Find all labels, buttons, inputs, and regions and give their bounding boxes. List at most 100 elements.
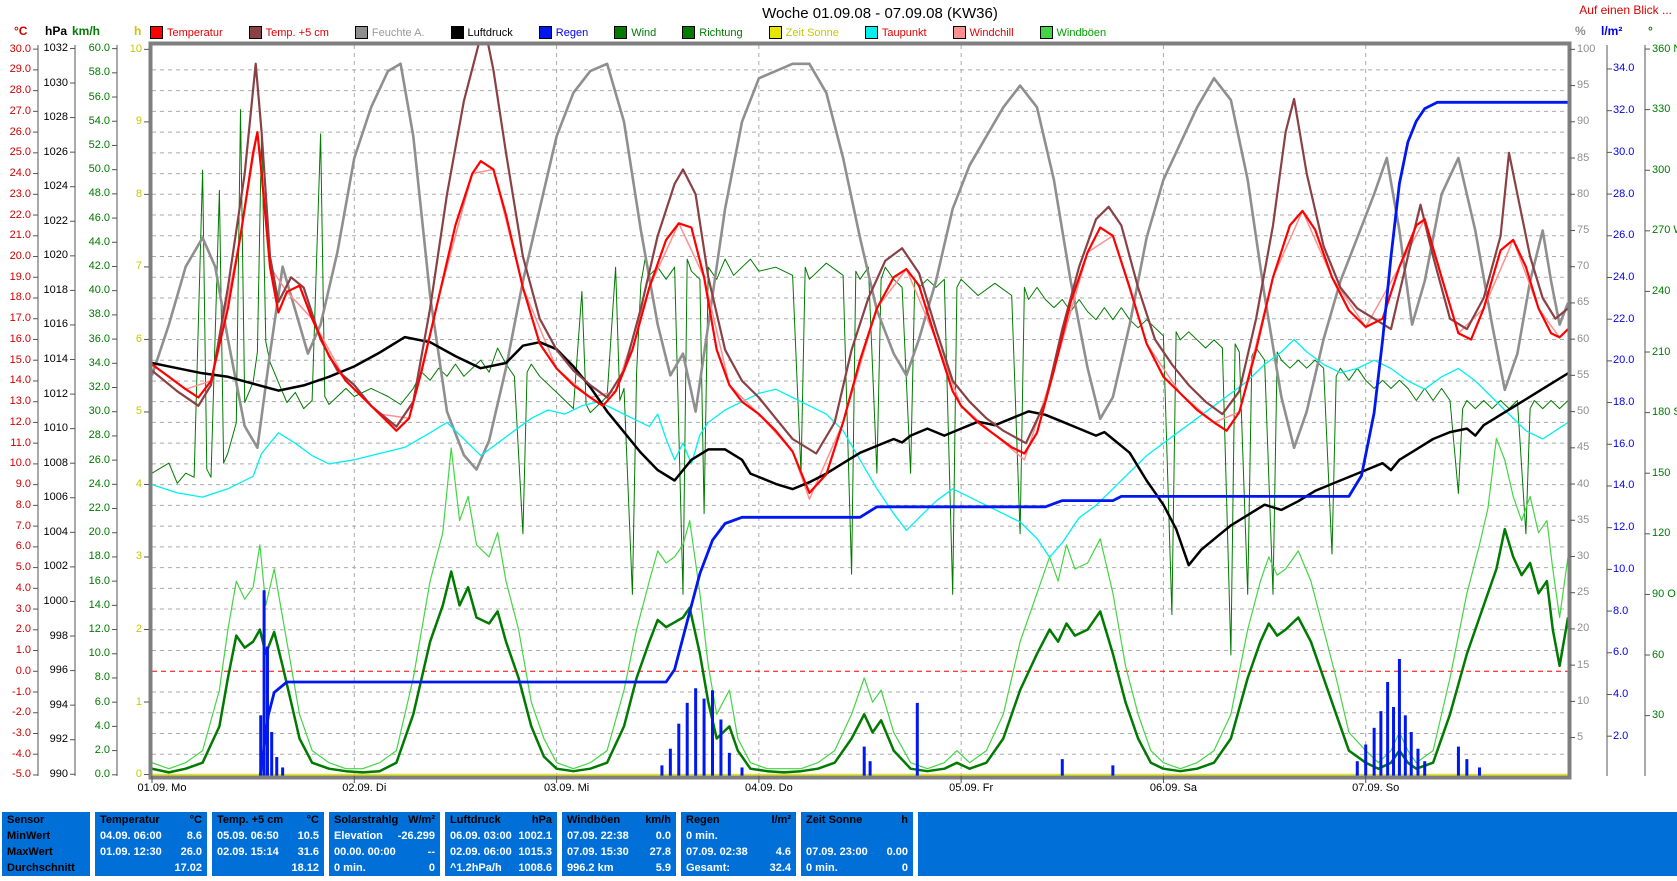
tick-hpa: 1024	[43, 180, 68, 193]
tick-temp: 4.0	[15, 581, 31, 594]
glance-link[interactable]: Auf einen Blick ...	[1579, 3, 1672, 17]
tick-temp: 10.0	[9, 457, 31, 470]
tick-hpa: 1000	[43, 594, 68, 607]
tick-temp: -5.0	[12, 768, 31, 781]
series-temperatur	[152, 131, 1568, 494]
tick-temp: 30.0	[9, 42, 31, 55]
table-cell-value: °C	[306, 814, 319, 826]
table-row: 02.09. 06:00 1015.3	[445, 844, 557, 860]
table-row: Solarstrahlg W/m²	[329, 812, 440, 828]
legend-item-richtung[interactable]: Richtung	[682, 26, 743, 39]
legend-label: Windchill	[969, 26, 1014, 39]
table-cell-value: h	[901, 814, 908, 826]
unit-header-h: h	[134, 24, 142, 38]
tick-hpa: 994	[49, 698, 68, 711]
table-cell-value: 0.0	[655, 830, 671, 842]
tick-pct: 100	[1577, 42, 1596, 55]
tick-kmh: 60.0	[88, 42, 110, 55]
legend-item-zeit-sonne[interactable]: Zeit Sonne	[768, 26, 839, 39]
tick-pct: 55	[1577, 368, 1590, 381]
tick-kmh: 48.0	[88, 187, 110, 200]
table-cell-value: 31.6	[297, 846, 319, 858]
table-row: 07.09. 15:30 27.8	[562, 844, 676, 860]
table-cell-value: 5.9	[655, 862, 671, 874]
legend-item-regen[interactable]: Regen	[538, 26, 588, 39]
tick-lm2: 6.0	[1613, 646, 1629, 659]
table-row: Zeit Sonne h	[801, 812, 913, 828]
table-row: 06.09. 03:00 1002.1	[445, 828, 557, 844]
tick-temp: 7.0	[15, 519, 31, 532]
table-cell-value: 27.8	[649, 846, 671, 858]
tick-temp: 2.0	[15, 623, 31, 636]
table-cell-text: 996.2 km	[567, 862, 614, 874]
tick-hpa: 1030	[43, 76, 68, 89]
legend-item-windchill[interactable]: Windchill	[952, 26, 1014, 39]
table-row: 0 min.	[681, 828, 796, 844]
legend-label: Temperatur	[167, 26, 223, 39]
table-cell-text: MinWert	[7, 830, 51, 842]
tick-pct: 65	[1577, 296, 1590, 309]
table-row: 07.09. 02:38 4.6	[681, 844, 796, 860]
x-date-label: 03.09. Mi	[543, 782, 590, 794]
table-cell-value: 10.5	[297, 830, 319, 842]
tick-hpa: 1016	[43, 318, 68, 331]
unit-header-temp: °C	[14, 24, 28, 38]
tick-lm2: 12.0	[1613, 521, 1635, 534]
table-cell-text: MaxWert	[7, 846, 53, 858]
tick-temp: 22.0	[9, 208, 31, 221]
tick-pct: 20	[1577, 622, 1590, 635]
x-date-label: 02.09. Di	[342, 782, 387, 794]
tick-temp: 16.0	[9, 332, 31, 345]
tick-temp: -1.0	[12, 685, 31, 698]
table-row: 17.02	[95, 860, 207, 876]
tick-temp: 24.0	[9, 167, 31, 180]
legend-label: Temp. +5 cm	[265, 26, 329, 39]
legend-item-windb-en[interactable]: Windböen	[1039, 26, 1106, 39]
tick-hpa: 1018	[43, 283, 68, 296]
tick-temp: 23.0	[9, 187, 31, 200]
table-row: 01.09. 12:30 26.0	[95, 844, 207, 860]
series-luftdruck	[152, 335, 1568, 567]
tick-hpa: 1026	[43, 145, 68, 158]
tick-temp: 0.0	[15, 664, 31, 677]
table-cell-text: Luftdruck	[450, 814, 501, 826]
tick-temp: 9.0	[15, 478, 31, 491]
tick-kmh: 0.0	[94, 768, 110, 781]
tick-hpa: 1012	[43, 387, 68, 400]
table-row: MinWert	[2, 828, 90, 844]
tick-temp: -2.0	[12, 706, 31, 719]
legend-item-wind[interactable]: Wind	[614, 26, 656, 39]
legend-swatch-icon	[614, 26, 628, 39]
table-cell-text: Temp. +5 cm	[217, 814, 284, 826]
table-cell-text: 01.09. 12:30	[100, 846, 162, 858]
tick-hpa: 1004	[43, 525, 68, 538]
tick-lm2: 16.0	[1613, 437, 1635, 450]
tick-kmh: 28.0	[88, 429, 110, 442]
tick-hpa: 1032	[43, 41, 68, 54]
tick-pct: 40	[1577, 477, 1590, 490]
legend-item-luftdruck[interactable]: Luftdruck	[450, 26, 513, 39]
table-row: 07.09. 23:00 0.00	[801, 844, 913, 860]
legend-swatch-icon	[248, 26, 262, 39]
chart-legend: Temperatur Temp. +5 cm Feuchte A. Luftdruck…	[150, 26, 1106, 39]
table-col-empty	[918, 812, 1677, 876]
tick-h: 4	[135, 477, 142, 490]
tick-temp: 26.0	[9, 125, 31, 138]
table-cell-text: 07.09. 15:30	[567, 846, 629, 858]
table-row: 00.00. 00:00 --	[329, 844, 440, 860]
table-col-row-labels: Sensor MinWert MaxWert Durchschnitt	[2, 812, 90, 876]
tick-hpa: 1022	[43, 214, 68, 227]
table-cell-value: 1015.3	[518, 846, 552, 858]
legend-item-taupunkt[interactable]: Taupunkt	[864, 26, 927, 39]
tick-hpa: 998	[49, 629, 68, 642]
table-col-zeit-sonne: Zeit Sonne h 07.09. 23:00 0.00 0 min. 0	[801, 812, 913, 876]
tick-dir: 330	[1652, 103, 1671, 116]
table-row: Durchschnitt	[2, 860, 90, 876]
table-cell-text: 07.09. 23:00	[806, 846, 868, 858]
tick-pct: 80	[1577, 187, 1590, 200]
table-cell-value: -26.299	[397, 830, 435, 842]
legend-item-feuchte-a-[interactable]: Feuchte A.	[354, 26, 425, 39]
legend-item-temp-5-cm[interactable]: Temp. +5 cm	[248, 26, 329, 39]
unit-header-lm2: l/m²	[1601, 24, 1623, 38]
legend-item-temperatur[interactable]: Temperatur	[150, 26, 223, 39]
